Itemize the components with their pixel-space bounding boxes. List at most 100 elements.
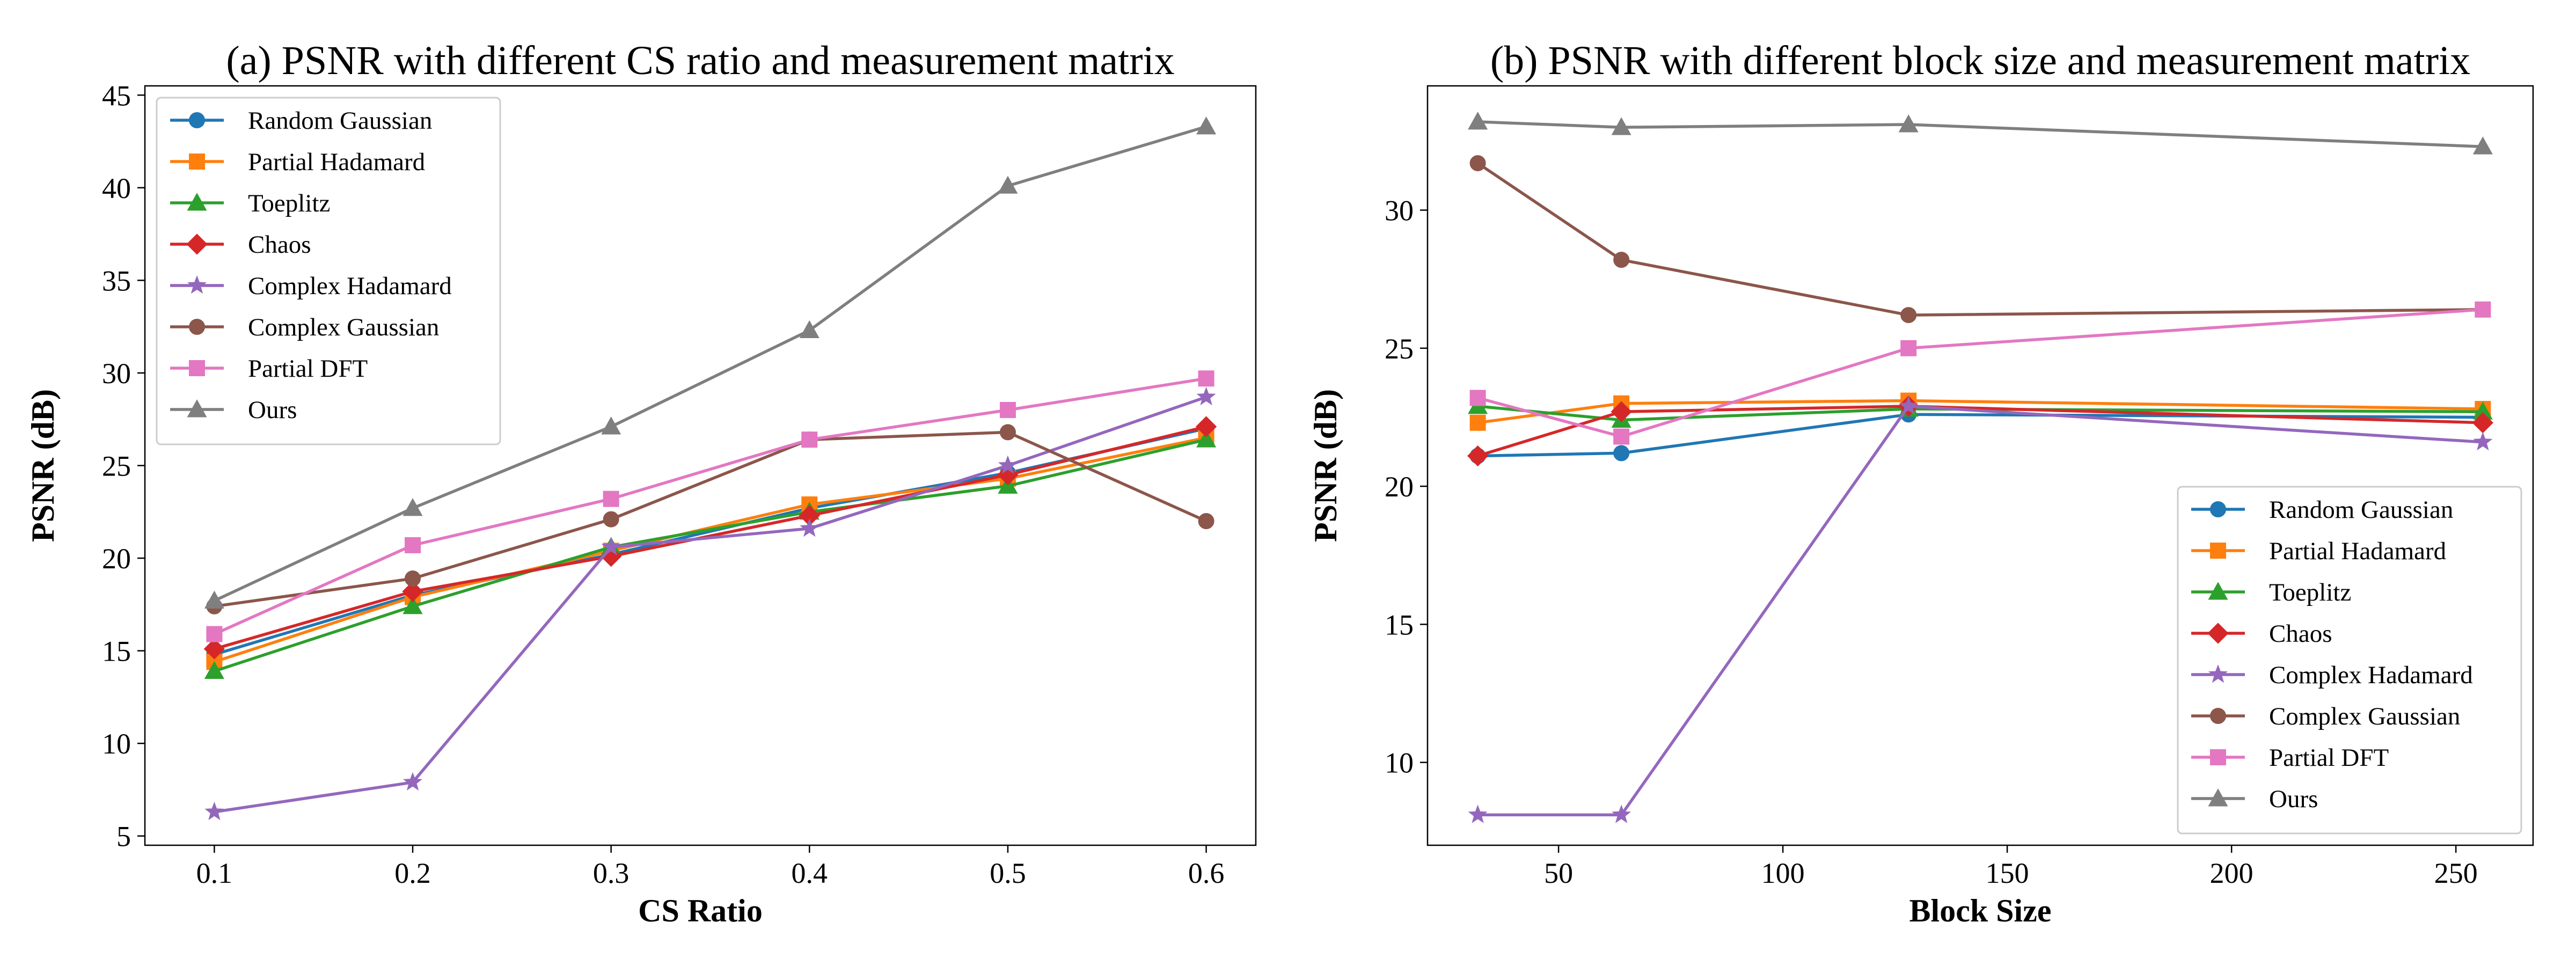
series-partial-hadamard (206, 429, 1214, 670)
series-complex-gaussian (1469, 155, 2491, 324)
chart-panel-2: (b) PSNR with different block size and m… (1308, 38, 2534, 928)
x-tick-label: 0.5 (990, 857, 1026, 889)
data-point (206, 626, 223, 642)
series-line (214, 396, 1207, 814)
data-point (1898, 114, 1919, 133)
series-line (214, 425, 1207, 650)
data-point (1468, 804, 1488, 823)
data-point (405, 537, 421, 553)
legend-item: Partial DFT (2191, 744, 2389, 772)
data-point (1196, 116, 1217, 135)
legend-marker (2208, 788, 2228, 807)
legend-label: Complex Hadamard (248, 272, 452, 300)
series-line (1477, 308, 2483, 438)
legend-marker (189, 319, 205, 335)
legend-label: Complex Gaussian (248, 313, 439, 341)
data-point (1196, 429, 1217, 448)
y-tick-label: 35 (102, 265, 131, 297)
data-point (1613, 252, 1630, 268)
series-line (1477, 405, 2483, 458)
legend-item: Random Gaussian (2191, 496, 2453, 524)
legend-marker (187, 275, 207, 294)
legend-marker (2208, 582, 2228, 600)
legend-marker (2207, 623, 2229, 644)
legend-box (2177, 486, 2522, 835)
legend-item: Chaos (170, 231, 311, 259)
series-partial-dft (1469, 301, 2491, 445)
data-point (2475, 301, 2491, 318)
data-point (601, 537, 621, 555)
y-tick-label: 10 (102, 728, 131, 760)
legend-item: Ours (2191, 785, 2318, 813)
x-tick-label: 0.3 (593, 857, 630, 889)
x-tick-label: 100 (1761, 857, 1805, 889)
legend-item: Complex Gaussian (2191, 702, 2460, 730)
y-axis-label: PSNR (dB) (1308, 389, 1343, 542)
x-tick-label: 250 (2434, 857, 2478, 889)
legend-label: Toeplitz (2269, 579, 2351, 606)
y-tick-label: 20 (1385, 471, 1414, 503)
legend-label: Partial DFT (248, 355, 368, 383)
data-point (1613, 428, 1630, 445)
legend-marker (189, 153, 205, 170)
data-point (801, 431, 818, 448)
data-point (999, 401, 1016, 418)
series-complex-hadamard (204, 386, 1216, 821)
data-point (1195, 416, 1217, 437)
data-point (800, 518, 819, 537)
data-point (999, 424, 1016, 441)
data-point (1469, 155, 1486, 172)
series-line (214, 438, 1207, 673)
legend: Random Gaussian Partial Hadamard Toeplitz C… (156, 97, 501, 445)
data-point (1611, 401, 1632, 422)
data-point (203, 638, 225, 660)
legend-marker (189, 360, 205, 376)
legend-marker (2208, 664, 2228, 683)
series-line (1477, 405, 2483, 817)
y-tick-label: 45 (102, 79, 131, 112)
x-tick-label: 0.1 (196, 857, 233, 889)
legend-label: Chaos (248, 231, 311, 259)
y-tick-label: 15 (102, 635, 131, 668)
series-ours (204, 116, 1217, 609)
y-axis-label: PSNR (dB) (25, 389, 61, 542)
series-line (214, 125, 1207, 602)
y-tick-label: 25 (102, 450, 131, 482)
x-axis-label: Block Size (1909, 893, 2052, 928)
data-point (1198, 370, 1214, 387)
y-tick-label: 30 (1385, 195, 1414, 227)
data-point (204, 590, 224, 609)
legend-label: Complex Hadamard (2269, 661, 2473, 689)
y-tick-label: 40 (102, 172, 131, 204)
x-tick-label: 0.2 (394, 857, 431, 889)
x-tick-label: 150 (1986, 857, 2029, 889)
x-tick-label: 200 (2210, 857, 2253, 889)
y-tick-label: 30 (102, 357, 131, 390)
data-point (1198, 513, 1214, 530)
y-tick-label: 5 (116, 821, 131, 853)
y-tick-label: 25 (1385, 333, 1414, 365)
series-line (1477, 120, 2483, 148)
data-point (1467, 445, 1489, 467)
legend-label: Partial Hadamard (248, 148, 425, 176)
legend-label: Partial Hadamard (2269, 537, 2446, 565)
legend-marker (2210, 501, 2226, 517)
data-point (1611, 117, 1631, 135)
y-tick-label: 15 (1385, 609, 1414, 641)
legend-item: Partial Hadamard (170, 148, 425, 176)
legend-item: Partial Hadamard (2191, 537, 2446, 565)
data-point (402, 581, 423, 602)
data-point (1469, 414, 1486, 431)
data-point (603, 511, 619, 528)
x-tick-label: 0.6 (1188, 857, 1225, 889)
series-chaos (203, 416, 1217, 660)
chart-title: (a) PSNR with different CS ratio and mea… (226, 38, 1174, 83)
data-point (204, 801, 224, 821)
y-tick-label: 20 (102, 543, 131, 575)
legend-item: Random Gaussian (170, 107, 432, 135)
data-point (1613, 445, 1630, 462)
data-point (603, 491, 619, 507)
y-tick-label: 10 (1385, 747, 1414, 779)
chart-panel-1: (a) PSNR with different CS ratio and mea… (25, 38, 1257, 928)
